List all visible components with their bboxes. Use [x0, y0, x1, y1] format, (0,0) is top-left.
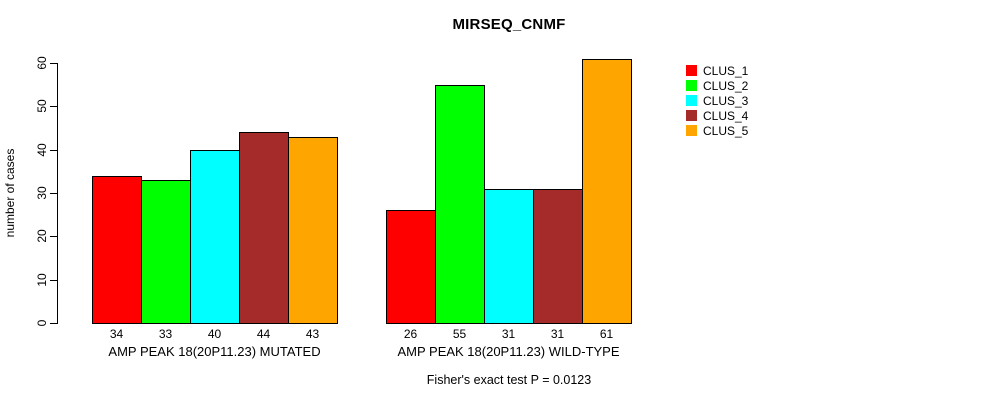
legend-label: CLUS_1 — [703, 63, 749, 78]
legend-swatch-clus_3 — [686, 95, 697, 106]
y-axis-tick — [50, 279, 57, 281]
legend-label: CLUS_4 — [703, 108, 749, 123]
y-axis-label: number of cases — [3, 148, 17, 238]
y-axis-tick — [50, 323, 57, 324]
y-axis-tick-label: 0 — [35, 319, 49, 327]
legend-row: CLUS_1 — [686, 63, 748, 78]
y-axis-tick-label: 10 — [35, 272, 49, 287]
legend-row: CLUS_5 — [686, 123, 748, 138]
bar-clus_5-group2 — [582, 58, 632, 324]
legend-row: CLUS_3 — [686, 93, 748, 108]
bar-clus_1-group2 — [386, 210, 436, 324]
legend-label: CLUS_3 — [703, 93, 749, 108]
bar-value-label: 26 — [403, 327, 418, 341]
legend-row: CLUS_4 — [686, 108, 748, 123]
legend-swatch-clus_1 — [686, 65, 697, 76]
y-axis-tick — [50, 236, 57, 238]
bar-clus_4-group1 — [239, 132, 289, 324]
legend-swatch-clus_5 — [686, 125, 697, 136]
y-axis-tick-label: 50 — [35, 99, 49, 114]
bar-value-label: 43 — [305, 327, 320, 341]
bar-value-label: 44 — [256, 327, 271, 341]
category-label: AMP PEAK 18(20P11.23) WILD-TYPE — [397, 344, 620, 359]
category-label: AMP PEAK 18(20P11.23) MUTATED — [108, 344, 321, 359]
bar-value-label: 34 — [109, 327, 124, 341]
y-axis-tick-label: 30 — [35, 186, 49, 200]
annotation-text: Fisher's exact test P = 0.0123 — [426, 373, 592, 387]
y-axis-line — [57, 63, 58, 324]
bar-value-label: 31 — [550, 327, 565, 341]
bar-clus_5-group1 — [288, 136, 338, 324]
y-axis-tick — [50, 63, 57, 64]
legend-swatch-clus_4 — [686, 110, 697, 121]
bar-clus_2-group2 — [435, 84, 485, 324]
legend-label: CLUS_5 — [703, 123, 749, 138]
y-axis-tick-label: 60 — [35, 56, 49, 70]
bar-clus_2-group1 — [141, 180, 191, 324]
bar-value-label: 61 — [599, 327, 614, 341]
bar-value-label: 31 — [501, 327, 516, 341]
y-axis-tick-label: 20 — [35, 229, 49, 244]
legend-swatch-clus_2 — [686, 80, 697, 91]
bar-clus_1-group1 — [92, 175, 142, 324]
y-axis-tick — [50, 149, 57, 151]
y-axis-tick — [50, 193, 57, 194]
bar-clus_3-group1 — [190, 149, 240, 324]
bar-clus_3-group2 — [484, 188, 534, 324]
y-axis-tick — [50, 106, 57, 108]
chart-title: MIRSEQ_CNMF — [452, 16, 566, 33]
bar-value-label: 40 — [207, 327, 222, 341]
legend-label: CLUS_2 — [703, 78, 749, 93]
legend: CLUS_1 CLUS_2 CLUS_3 CLUS_4 CLUS_5 — [686, 63, 748, 138]
y-axis-tick-label: 40 — [35, 142, 49, 157]
bar-value-label: 33 — [158, 327, 173, 341]
bar-value-label: 55 — [452, 327, 467, 341]
legend-row: CLUS_2 — [686, 78, 748, 93]
bar-clus_4-group2 — [533, 188, 583, 324]
